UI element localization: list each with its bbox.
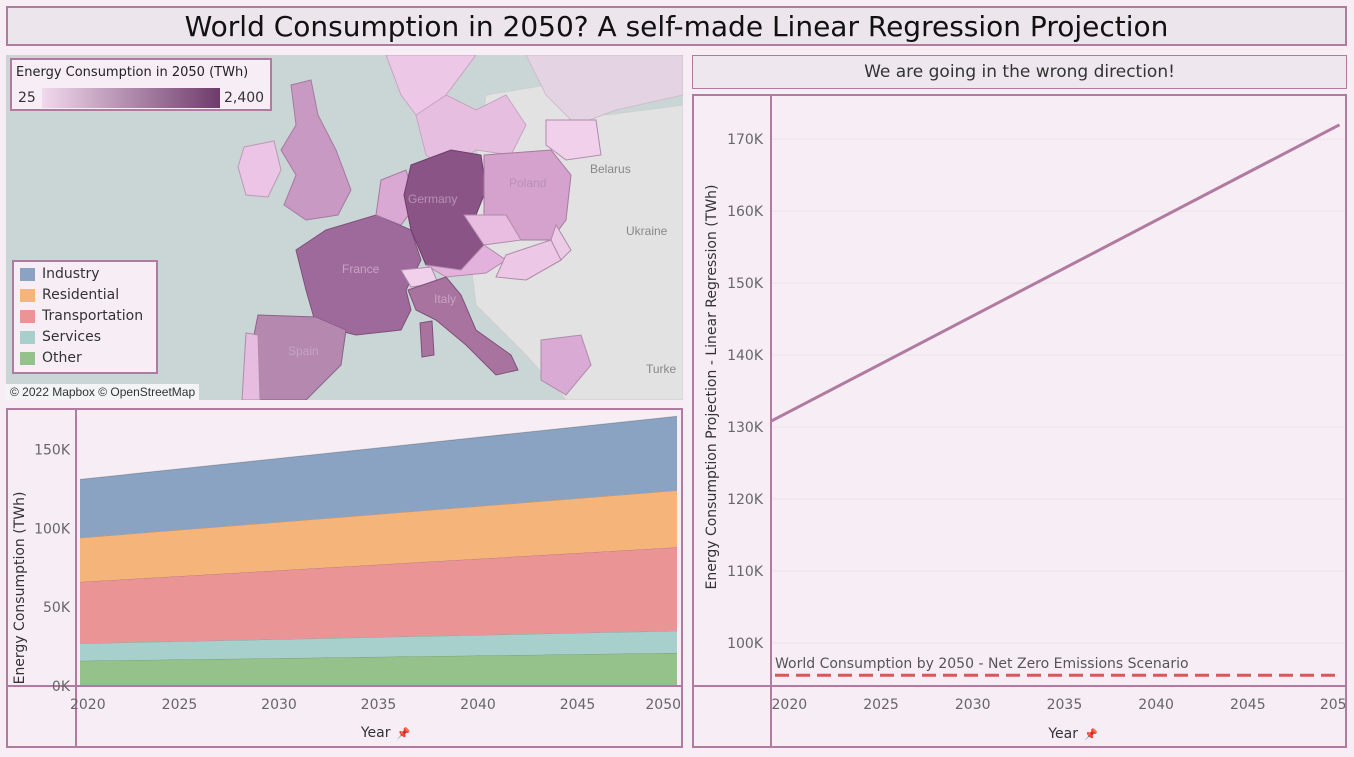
map-label-france: France <box>342 262 380 276</box>
map-land-north <box>525 55 683 126</box>
map-country-france[interactable] <box>295 214 422 336</box>
europe-map[interactable]: Belarus Ukraine Poland Germany France Sp… <box>6 55 683 400</box>
net-zero-reference-label: World Consumption by 2050 - Net Zero Emi… <box>775 656 1189 672</box>
legend-swatch <box>20 309 35 323</box>
line-y-tick: 150K <box>727 276 764 292</box>
map-label-spain: Spain <box>288 344 319 358</box>
color-legend-gradient <box>42 88 220 108</box>
pin-icon[interactable]: 📌 <box>397 726 411 740</box>
legend-label: Industry <box>42 266 100 282</box>
map-label-ukraine: Ukraine <box>626 224 668 238</box>
category-legend[interactable]: Industry Residential Transportation Service… <box>12 260 158 374</box>
map-label-turkey: Turke <box>646 362 677 376</box>
area-series-edge <box>79 489 678 539</box>
map-attribution[interactable]: © 2022 Mapbox © OpenStreetMap <box>6 384 200 400</box>
line-y-tick: 120K <box>727 492 764 508</box>
projection-line[interactable] <box>770 123 1341 423</box>
legend-swatch <box>20 267 35 281</box>
map-country-baltics[interactable] <box>545 119 602 161</box>
legend-label: Other <box>42 350 82 366</box>
subtitle-text: We are going in the wrong direction! <box>864 62 1175 82</box>
area-series-transportation[interactable] <box>79 547 678 644</box>
line-y-tick: 140K <box>727 348 764 364</box>
area-x-tick: 2030 <box>261 697 297 713</box>
area-x-tick: 2035 <box>361 697 397 713</box>
map-country-romania[interactable] <box>525 223 572 281</box>
area-y-tick: 0K <box>52 679 71 695</box>
legend-swatch <box>20 288 35 302</box>
legend-swatch <box>20 351 35 365</box>
line-y-tick: 160K <box>727 204 764 220</box>
stacked-area-chart[interactable]: 0K 50K 100K 150K 2020 2025 2030 2035 2040 2045 205… <box>8 410 681 746</box>
map-country-ireland[interactable] <box>237 140 282 198</box>
area-y-tick: 150K <box>34 442 71 458</box>
legend-label: Residential <box>42 287 120 303</box>
map-country-portugal[interactable] <box>241 332 261 400</box>
projection-line-chart[interactable]: 100K 110K 120K 130K 140K 150K 160K 170K World Co… <box>694 96 1354 746</box>
line-y-axis-title: Energy Consumption Projection - Linear R… <box>704 185 720 590</box>
line-y-tick: 130K <box>727 420 764 436</box>
color-legend-min: 25 <box>18 90 36 106</box>
area-series-other[interactable] <box>79 652 678 686</box>
line-x-axis-title: Year <box>1047 726 1078 742</box>
map-country-greece[interactable] <box>540 334 592 396</box>
map-canvas[interactable]: Belarus Ukraine Poland Germany France Sp… <box>6 55 683 400</box>
legend-item-transportation[interactable]: Transportation <box>20 308 143 324</box>
area-x-tick: 2020 <box>70 697 106 713</box>
projection-line-chart-panel[interactable]: 100K 110K 120K 130K 140K 150K 160K 170K World Co… <box>692 94 1354 748</box>
line-x-tick: 2025 <box>863 697 899 713</box>
color-legend-title: Energy Consumption in 2050 (TWh) <box>16 65 249 80</box>
map-country-sardinia[interactable] <box>419 320 435 358</box>
map-land-norway <box>385 55 477 116</box>
legend-item-industry[interactable]: Industry <box>20 266 100 282</box>
dashboard-title-box: World Consumption in 2050? A self-made L… <box>6 6 1347 46</box>
line-x-tick: 2030 <box>955 697 991 713</box>
area-series-residential[interactable] <box>79 490 678 582</box>
area-x-axis-title: Year <box>360 725 391 741</box>
area-y-axis-title: Energy Consumption (TWh) <box>12 492 28 685</box>
area-y-tick: 50K <box>43 600 71 616</box>
legend-label: Services <box>42 329 102 345</box>
legend-item-other[interactable]: Other <box>20 350 82 366</box>
map-label-germany: Germany <box>408 192 457 206</box>
color-legend[interactable]: Energy Consumption in 2050 (TWh) 25 2,40… <box>10 58 272 111</box>
line-x-tick: 2020 <box>772 697 808 713</box>
map-country-czechia[interactable] <box>463 214 522 246</box>
map-label-italy: Italy <box>434 292 456 306</box>
stacked-area-chart-panel[interactable]: 0K 50K 100K 150K 2020 2025 2030 2035 2040 2045 205… <box>6 408 683 748</box>
legend-item-residential[interactable]: Residential <box>20 287 119 303</box>
area-series-industry[interactable] <box>79 416 678 538</box>
line-y-tick: 170K <box>727 132 764 148</box>
area-x-tick: 2050 <box>645 697 681 713</box>
area-x-tick: 2025 <box>162 697 198 713</box>
area-series-edge <box>79 415 678 480</box>
map-label-poland: Poland <box>509 176 546 190</box>
legend-item-services[interactable]: Services <box>20 329 101 345</box>
map-label-belarus: Belarus <box>590 162 631 176</box>
line-x-tick: 2050 <box>1320 697 1345 713</box>
map-country-italy[interactable] <box>407 276 519 376</box>
line-x-tick: 2040 <box>1138 697 1174 713</box>
pin-icon[interactable]: 📌 <box>1084 727 1098 741</box>
dashboard-title: World Consumption in 2050? A self-made L… <box>184 9 1169 43</box>
area-x-tick: 2040 <box>460 697 496 713</box>
color-legend-max: 2,400 <box>224 90 265 106</box>
subtitle-box: We are going in the wrong direction! <box>692 55 1347 89</box>
line-y-tick: 100K <box>727 636 764 652</box>
area-series-services[interactable] <box>79 630 678 661</box>
line-x-tick: 2045 <box>1230 697 1266 713</box>
legend-label: Transportation <box>42 308 144 324</box>
area-y-tick: 100K <box>34 521 71 537</box>
legend-swatch <box>20 330 35 344</box>
map-country-uk[interactable] <box>280 79 352 221</box>
line-y-tick: 110K <box>727 564 764 580</box>
area-x-tick: 2045 <box>560 697 596 713</box>
line-x-tick: 2035 <box>1047 697 1083 713</box>
